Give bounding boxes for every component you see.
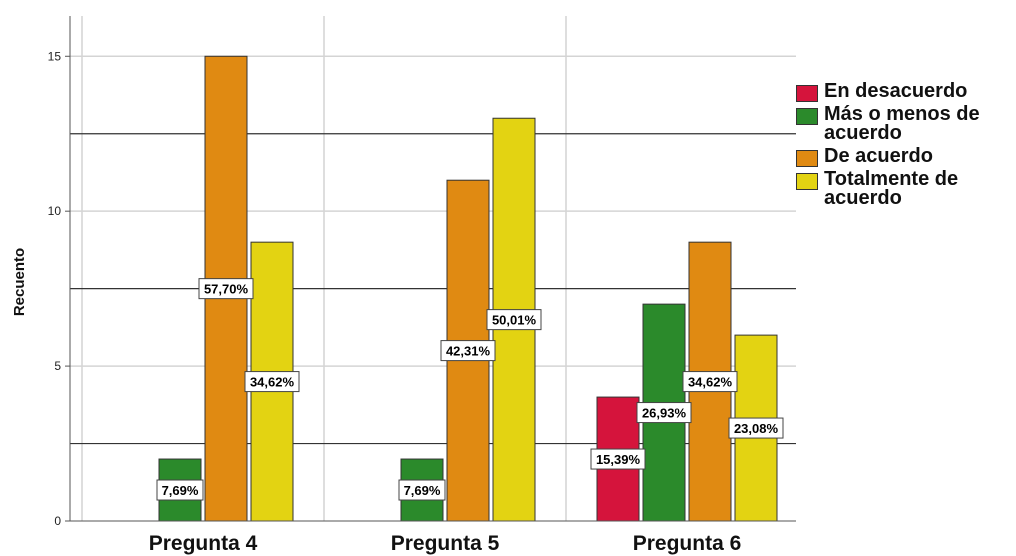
data-label: 7,69% — [156, 479, 204, 501]
svg-text:34,62%: 34,62% — [250, 375, 295, 390]
data-labels: 7,69% 57,70% 34,62% 7,69% 42,31% 50,01% 15,39%… — [156, 278, 784, 501]
legend-item: Más o menos de acuerdo — [796, 103, 1011, 144]
reference-lines — [70, 133, 796, 445]
legend-swatch — [796, 150, 818, 167]
legend-label: Totalmente de acuerdo — [824, 168, 959, 209]
svg-text:34,62%: 34,62% — [688, 375, 733, 390]
svg-text:42,31%: 42,31% — [446, 344, 491, 359]
svg-text:15,39%: 15,39% — [596, 452, 641, 467]
data-label: 57,70% — [198, 278, 254, 300]
data-label: 7,69% — [398, 479, 446, 501]
legend-swatch — [796, 173, 818, 190]
legend-item: De acuerdo — [796, 145, 1011, 167]
data-label: 34,62% — [682, 371, 738, 393]
data-label: 26,93% — [636, 402, 692, 424]
legend-label: En desacuerdo — [824, 80, 968, 102]
data-label: 23,08% — [728, 417, 784, 439]
category-label: Pregunta 6 — [633, 532, 742, 555]
svg-text:57,70%: 57,70% — [204, 282, 249, 297]
gridlines — [70, 16, 796, 521]
legend-swatch — [796, 85, 818, 102]
svg-text:7,69%: 7,69% — [162, 483, 199, 498]
legend-item: En desacuerdo — [796, 80, 1011, 102]
y-tick-label: 10 — [48, 204, 62, 218]
svg-text:23,08%: 23,08% — [734, 421, 779, 436]
legend-label: De acuerdo — [824, 145, 933, 167]
y-axis-label: Recuento — [11, 248, 28, 316]
data-label: 15,39% — [590, 448, 646, 470]
axes: Pregunta 4 Pregunta 5 Pregunta 6 0 5 10 15 — [48, 16, 796, 555]
svg-text:26,93%: 26,93% — [642, 406, 687, 421]
data-label: 50,01% — [486, 309, 542, 331]
legend-swatch — [796, 108, 818, 125]
category-label: Pregunta 5 — [391, 532, 500, 555]
legend: En desacuerdo Más o menos de acuerdo De ac… — [796, 80, 1011, 212]
svg-text:50,01%: 50,01% — [492, 313, 537, 328]
data-label: 34,62% — [244, 371, 300, 393]
y-tick-label: 5 — [54, 359, 61, 373]
y-tick-label: 15 — [48, 49, 62, 63]
legend-label: Más o menos de acuerdo — [824, 103, 980, 144]
y-tick-label: 0 — [54, 514, 61, 528]
data-label: 42,31% — [440, 340, 496, 362]
legend-item: Totalmente de acuerdo — [796, 168, 1011, 209]
category-label: Pregunta 4 — [149, 532, 258, 555]
svg-text:7,69%: 7,69% — [404, 483, 441, 498]
